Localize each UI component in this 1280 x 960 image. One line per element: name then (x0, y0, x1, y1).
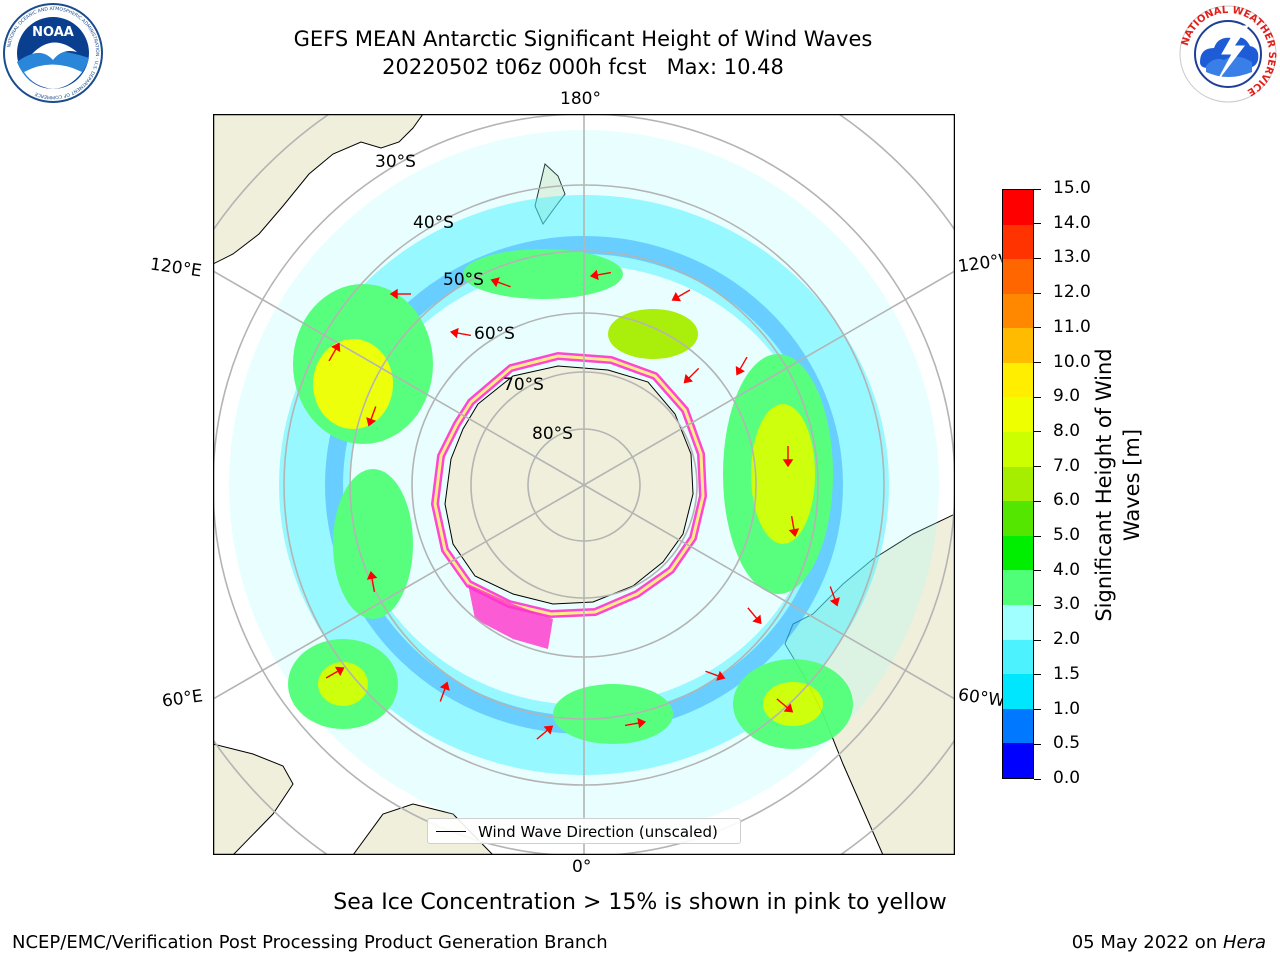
colorbar-segment (1003, 466, 1033, 502)
colorbar-tick-mark (1034, 362, 1041, 364)
colorbar-segment (1003, 189, 1033, 225)
colorbar-tick-label: 13.0 (1053, 247, 1091, 268)
lat-label-80s: 80°S (532, 424, 573, 444)
colorbar-tick-mark (1034, 570, 1041, 572)
map-legend: Wind Wave Direction (unscaled) (427, 818, 741, 844)
lat-label-70s: 70°S (503, 375, 544, 395)
colorbar-tick-label: 12.0 (1053, 282, 1091, 303)
graticule (213, 114, 955, 855)
colorbar-tick-label: 1.0 (1053, 698, 1081, 719)
colorbar-segment (1003, 397, 1033, 433)
sea-ice-weddell (468, 584, 553, 649)
colorbar-tick-mark (1034, 743, 1041, 745)
colorbar-label: Significant Height of Wind Waves [m] (1090, 320, 1146, 650)
colorbar-tick-mark (1034, 778, 1041, 780)
colorbar-tick-label: 0.0 (1053, 768, 1081, 788)
colorbar-segment (1003, 362, 1033, 398)
colorbar-tick-mark (1034, 674, 1041, 676)
colorbar-tick-label: 10.0 (1053, 351, 1091, 372)
chart-subtitle-run-info: 20220502 t06z 000h fcst Max: 10.48 (382, 55, 784, 79)
footer-date: 05 May 2022 on Hera (1072, 932, 1266, 953)
colorbar-tick-label: 4.0 (1053, 559, 1081, 580)
colorbar-tick-mark (1034, 466, 1041, 468)
colorbar-tick-label: 8.0 (1053, 420, 1081, 441)
colorbar-tick-label: 2.0 (1053, 629, 1081, 650)
colorbar-tick-label: 11.0 (1053, 316, 1091, 337)
colorbar-tick-mark (1034, 639, 1041, 641)
colorbar-label-line1: Significant Height of Wind (1092, 348, 1116, 622)
chart-title: GEFS MEAN Antarctic Significant Height o… (293, 27, 873, 51)
colorbar-tick-mark (1034, 396, 1041, 398)
wind-wave-arrows (325, 269, 840, 740)
land-africa (213, 743, 494, 855)
colorbar-tick-label: 6.0 (1053, 490, 1081, 511)
colorbar-tick-label: 3.0 (1053, 594, 1081, 615)
colorbar-tick-mark (1034, 535, 1041, 537)
colorbar-tick-label: 5.0 (1053, 525, 1081, 546)
colorbar-tick-mark (1034, 431, 1041, 433)
colorbar-tick-mark (1034, 500, 1041, 502)
colorbar-segment (1003, 674, 1033, 709)
colorbar-segment (1003, 328, 1033, 363)
nws-logo-icon: NATIONAL WEATHER SERVICE (1179, 5, 1277, 103)
colorbar-label-line2: Waves [m] (1120, 428, 1144, 542)
land-australia (213, 114, 424, 265)
colorbar-tick-mark (1034, 257, 1041, 259)
colorbar-tick-label: 15.0 (1053, 178, 1091, 198)
colorbar-segment (1003, 605, 1033, 640)
colorbar-tick-mark (1034, 292, 1041, 294)
colorbar-tick-label: 14.0 (1053, 212, 1091, 233)
legend-line-swatch (436, 831, 466, 832)
footer-host: Hera (1222, 932, 1266, 953)
lon-label-180: 180° (560, 89, 601, 109)
colorbar-segment (1003, 259, 1033, 294)
colorbar-tick-label: 9.0 (1053, 386, 1081, 407)
colorbar-segment (1003, 708, 1033, 744)
legend-label: Wind Wave Direction (unscaled) (478, 823, 718, 841)
colorbar-tick-mark (1034, 604, 1041, 606)
lat-label-50s: 50°S (443, 270, 484, 290)
colorbar-tick-label: 0.5 (1053, 733, 1081, 754)
lat-label-30s: 30°S (375, 152, 416, 172)
lon-label-120w: 120°W (956, 251, 1004, 277)
colorbar-segment (1003, 639, 1033, 675)
colorbar-tick-label: 7.0 (1053, 455, 1081, 476)
colorbar-tick-label: 1.5 (1053, 663, 1081, 684)
colorbar-segment (1003, 432, 1033, 467)
colorbar-segment (1003, 224, 1033, 260)
colorbar-segment (1003, 743, 1033, 778)
sea-ice-note: Sea Ice Concentration > 15% is shown in … (333, 890, 947, 915)
antarctic-map (213, 114, 955, 855)
lon-label-60w: 60°W (956, 685, 1004, 711)
lat-label-60s: 60°S (474, 324, 515, 344)
footer-branch: NCEP/EMC/Verification Post Processing Pr… (12, 932, 608, 953)
colorbar-tick-mark (1034, 327, 1041, 329)
lat-label-40s: 40°S (413, 213, 454, 233)
colorbar (1002, 189, 1034, 779)
lon-label-60e: 60°E (160, 686, 205, 712)
lon-label-120e: 120°E (148, 254, 203, 282)
footer-date-text: 05 May 2022 on (1071, 932, 1223, 953)
colorbar-segment (1003, 570, 1033, 606)
colorbar-segment (1003, 293, 1033, 329)
colorbar-tick-mark (1034, 188, 1041, 190)
land-antarctica (444, 365, 694, 605)
colorbar-tick-mark (1034, 223, 1041, 225)
colorbar-tick-mark (1034, 709, 1041, 711)
colorbar-segment (1003, 501, 1033, 536)
noaa-logo-text: NOAA (32, 25, 74, 40)
noaa-logo-icon: NOAA NATIONAL OCEANIC AND ATMOSPHERIC AD… (3, 3, 103, 103)
colorbar-segment (1003, 535, 1033, 571)
lon-label-0: 0° (572, 857, 592, 877)
